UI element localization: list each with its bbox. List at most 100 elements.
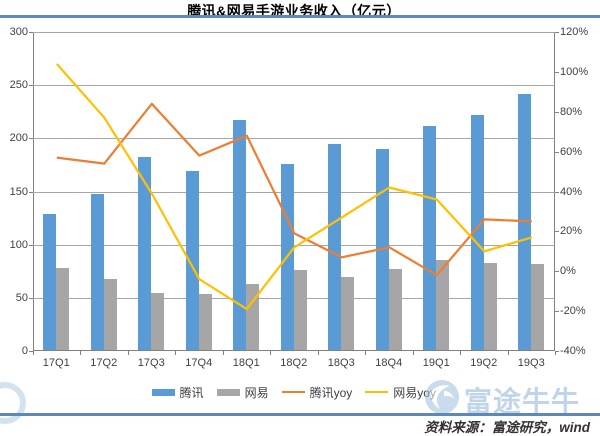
x-tick-0: [32, 351, 34, 355]
y-left-tick-200: [28, 138, 33, 140]
x-tick-5: [270, 351, 271, 355]
x-tick-1: [80, 351, 81, 355]
bar-腾讯-17Q3: [138, 157, 152, 350]
x-label-17Q4: 17Q4: [185, 357, 213, 369]
y-left-tick-50: [28, 297, 33, 299]
legend-item-腾讯yoy: 腾讯yoy: [281, 384, 353, 401]
legend-label: 网易yoy: [393, 385, 436, 400]
x-tick-11: [555, 351, 556, 355]
bar-腾讯-17Q2: [90, 193, 104, 350]
y-right-tick-0%: [555, 271, 559, 273]
x-tick-3: [175, 351, 176, 355]
line-网易yoy: [55, 63, 532, 311]
x-label-19Q1: 19Q1: [422, 357, 450, 369]
y-left-tick-100: [28, 244, 33, 246]
y-right-tick-80%: [555, 111, 559, 113]
y-right-tick-100%: [555, 71, 559, 73]
yoy-lines-layer: [55, 63, 532, 311]
bar-腾讯-17Q1: [43, 213, 57, 350]
y-right-label-80%: 80%: [560, 105, 583, 118]
y-right-tick-120%: [555, 32, 559, 33]
legend-item-腾讯: 腾讯: [151, 384, 204, 401]
bar-网易-19Q3: [531, 263, 545, 350]
x-label-17Q1: 17Q1: [42, 357, 70, 369]
legend-swatch-网易: [216, 388, 240, 396]
y-left-label-100: 100: [9, 238, 28, 251]
bar-腾讯-18Q1: [233, 120, 247, 350]
y-left-tick-250: [28, 85, 33, 87]
x-label-17Q3: 17Q3: [137, 357, 165, 369]
y-right-tick-20%: [555, 231, 559, 233]
x-label-19Q2: 19Q2: [470, 357, 498, 369]
bar-腾讯-19Q1: [423, 125, 437, 350]
x-tick-4: [222, 351, 224, 355]
y-right-label--40%: -40%: [560, 345, 586, 357]
x-label-18Q4: 18Q4: [375, 357, 403, 369]
y-left-label-300: 300: [9, 26, 28, 38]
y-left-label-0: 0: [21, 345, 28, 357]
y-left-tick-150: [28, 191, 33, 193]
legend-swatch-腾讯: [151, 388, 175, 396]
x-tick-2: [127, 351, 129, 355]
legend-label: 腾讯: [179, 385, 204, 400]
gridline-300: [32, 32, 555, 33]
gridline-100: [32, 244, 555, 246]
y-right-label-120%: 120%: [560, 26, 589, 38]
y-left-tick-0: [28, 351, 33, 352]
footer-divider-line: [0, 413, 600, 416]
y-right-tick-40%: [555, 191, 559, 193]
y-right-label--20%: -20%: [560, 305, 586, 318]
gridline-250: [32, 85, 555, 87]
watermark-edge-fragment: [0, 382, 26, 424]
bar-网易-17Q2: [103, 278, 117, 350]
bar-网易-17Q3: [151, 292, 165, 350]
x-tick-6: [317, 351, 319, 355]
legend-label: 腾讯yoy: [309, 385, 353, 400]
data-source-text: 资料来源：富途研究，wind: [424, 420, 590, 435]
title-divider-line: [0, 15, 600, 18]
bar-网易-18Q3: [341, 276, 355, 350]
x-axis-line: [32, 350, 555, 351]
legend-item-网易yoy: 网易yoy: [365, 384, 436, 401]
gridline-200: [32, 138, 555, 140]
legend-swatch-网易yoy: [365, 390, 389, 394]
y-left-tick-300: [28, 32, 33, 33]
y-left-label-200: 200: [9, 132, 28, 145]
bar-腾讯-17Q4: [185, 171, 199, 350]
x-label-18Q3: 18Q3: [327, 357, 355, 369]
y-right-label-100%: 100%: [560, 65, 589, 78]
bar-网易-19Q2: [483, 262, 497, 350]
y-right-tick-60%: [555, 151, 559, 153]
legend-label: 网易: [244, 385, 269, 400]
y-left-label-150: 150: [9, 185, 28, 198]
x-label-18Q1: 18Q1: [232, 357, 260, 369]
bar-网易-19Q1: [436, 259, 450, 350]
line-腾讯yoy: [56, 102, 532, 277]
bar-网易-18Q4: [388, 269, 402, 350]
y-right-label-40%: 40%: [560, 185, 583, 198]
y-right-label-60%: 60%: [560, 145, 583, 158]
chart-legend: 腾讯 网易 腾讯yoy 网易yoy: [33, 384, 556, 400]
y-left-label-250: 250: [9, 79, 28, 92]
x-label-17Q2: 17Q2: [90, 357, 118, 369]
x-tick-9: [460, 351, 461, 355]
legend-item-网易: 网易: [216, 384, 269, 401]
legend-swatch-腾讯yoy: [281, 390, 305, 394]
bar-腾讯-19Q2: [470, 114, 484, 350]
x-label-18Q2: 18Q2: [280, 357, 308, 369]
bar-网易-17Q1: [56, 268, 70, 350]
bar-腾讯-18Q3: [328, 143, 342, 350]
bar-网易-17Q4: [198, 293, 212, 350]
bar-网易-18Q2: [293, 270, 307, 350]
bar-网易-18Q1: [246, 284, 260, 350]
y-right-label-0%: 0%: [560, 265, 576, 278]
x-tick-8: [412, 351, 414, 355]
y-right-label-20%: 20%: [560, 225, 583, 238]
x-tick-10: [507, 351, 509, 355]
y-left-label-50: 50: [15, 291, 28, 304]
x-label-19Q3: 19Q3: [517, 357, 545, 369]
y-right-tick--40%: [555, 351, 559, 352]
plot-area: [32, 32, 555, 351]
gridline-150: [32, 191, 555, 193]
